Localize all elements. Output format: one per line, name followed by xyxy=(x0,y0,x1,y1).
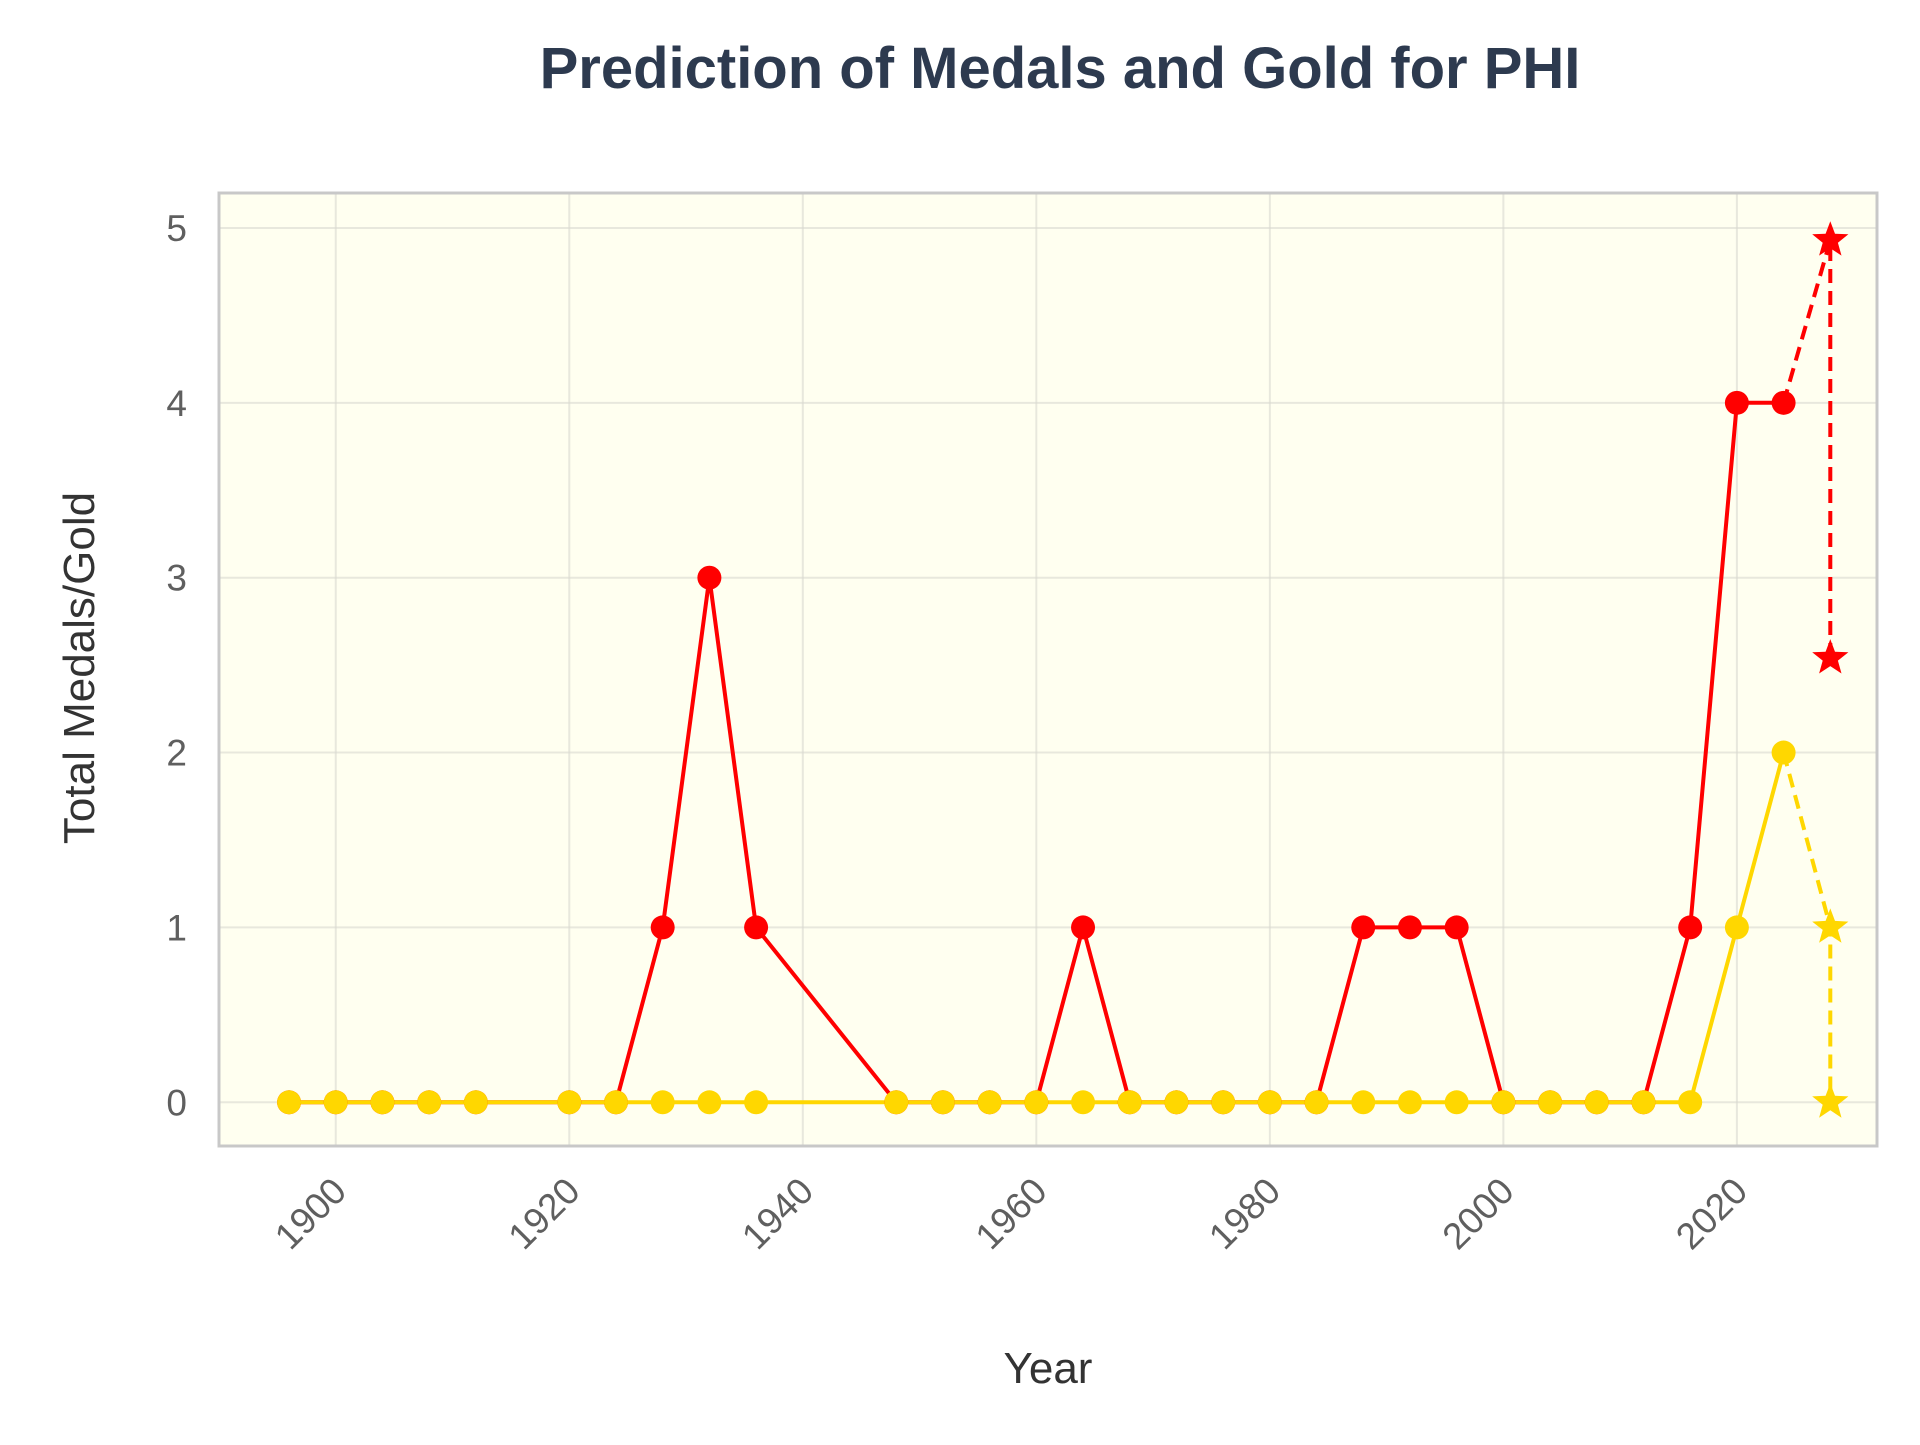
gold-data-point xyxy=(277,1090,302,1115)
medals-prediction-point xyxy=(1812,221,1849,256)
medals-dashed-line xyxy=(1781,238,1833,659)
medals-data-point xyxy=(1351,915,1376,940)
grid-lines xyxy=(219,193,1877,1146)
y-tick-label: 5 xyxy=(166,208,187,249)
medals-data-point xyxy=(1724,390,1749,415)
gold-data-point xyxy=(1117,1090,1142,1115)
gold-data-point xyxy=(977,1090,1002,1115)
medals-data-point xyxy=(1397,915,1422,940)
medals-data-point xyxy=(1678,915,1703,940)
gold-data-point xyxy=(1444,1090,1469,1115)
gold-data-point xyxy=(1257,1090,1282,1115)
gold-data-point xyxy=(884,1090,909,1115)
gold-data-point xyxy=(323,1090,348,1115)
gold-data-point xyxy=(1584,1090,1609,1115)
gold-data-point xyxy=(557,1090,582,1115)
gold-data-point xyxy=(1771,740,1796,765)
medals-data-point xyxy=(744,915,769,940)
gold-data-point xyxy=(1304,1090,1329,1115)
gold-data-point xyxy=(1538,1090,1563,1115)
y-axis-label: Total Medals/Gold xyxy=(55,492,104,844)
gold-data-point xyxy=(603,1090,628,1115)
x-axis-label: Year xyxy=(1004,1344,1093,1393)
gold-data-point xyxy=(1724,915,1749,940)
y-tick-label: 1 xyxy=(166,907,187,948)
medals-data-point xyxy=(1771,390,1796,415)
gold-data-point xyxy=(1024,1090,1049,1115)
gold-prediction-point xyxy=(1812,1083,1849,1118)
gold-data-point xyxy=(1397,1090,1422,1115)
medals-data-point xyxy=(697,565,722,590)
x-tick-label: 2000 xyxy=(1435,1170,1522,1257)
plot-frame xyxy=(217,191,1879,1148)
gold-data-point xyxy=(930,1090,955,1115)
chart-title: Prediction of Medals and Gold for PHI xyxy=(540,36,1581,101)
x-tick-label: 1920 xyxy=(500,1170,587,1257)
gold-data-point xyxy=(1491,1090,1516,1115)
x-tick-label: 1900 xyxy=(267,1170,354,1257)
x-tick-label: 1960 xyxy=(968,1170,1055,1257)
y-tick-label: 2 xyxy=(166,733,187,774)
gold-data-point xyxy=(1678,1090,1703,1115)
gold-data-point xyxy=(417,1090,442,1115)
gold-data-point xyxy=(1351,1090,1376,1115)
gold-data-point xyxy=(370,1090,395,1115)
medals-data-point xyxy=(1071,915,1096,940)
medals-data-point xyxy=(650,915,675,940)
plot-area xyxy=(219,193,1877,1146)
gold-data-point xyxy=(744,1090,769,1115)
gold-data-point xyxy=(463,1090,488,1115)
gold-data-point xyxy=(650,1090,675,1115)
y-tick-label: 0 xyxy=(166,1082,187,1123)
y-tick-label: 4 xyxy=(166,383,187,424)
gold-data-point xyxy=(1211,1090,1236,1115)
marker-layer xyxy=(277,221,1849,1118)
gold-data-point xyxy=(1631,1090,1656,1115)
y-tick-label: 3 xyxy=(166,558,187,599)
y-axis-ticks: 0 1 2 3 4 5 xyxy=(166,208,187,1123)
x-tick-label: 1940 xyxy=(734,1170,821,1257)
x-axis-ticks: 1900 1920 1940 1960 1980 2000 2020 xyxy=(267,1170,1755,1257)
gold-prediction-point xyxy=(1812,908,1849,943)
x-tick-label: 2020 xyxy=(1668,1170,1755,1257)
medals-prediction-point xyxy=(1812,639,1849,674)
gold-data-point xyxy=(1164,1090,1189,1115)
medals-data-point xyxy=(1444,915,1469,940)
x-tick-label: 1980 xyxy=(1201,1170,1288,1257)
gold-data-point xyxy=(697,1090,722,1115)
gold-data-point xyxy=(1071,1090,1096,1115)
